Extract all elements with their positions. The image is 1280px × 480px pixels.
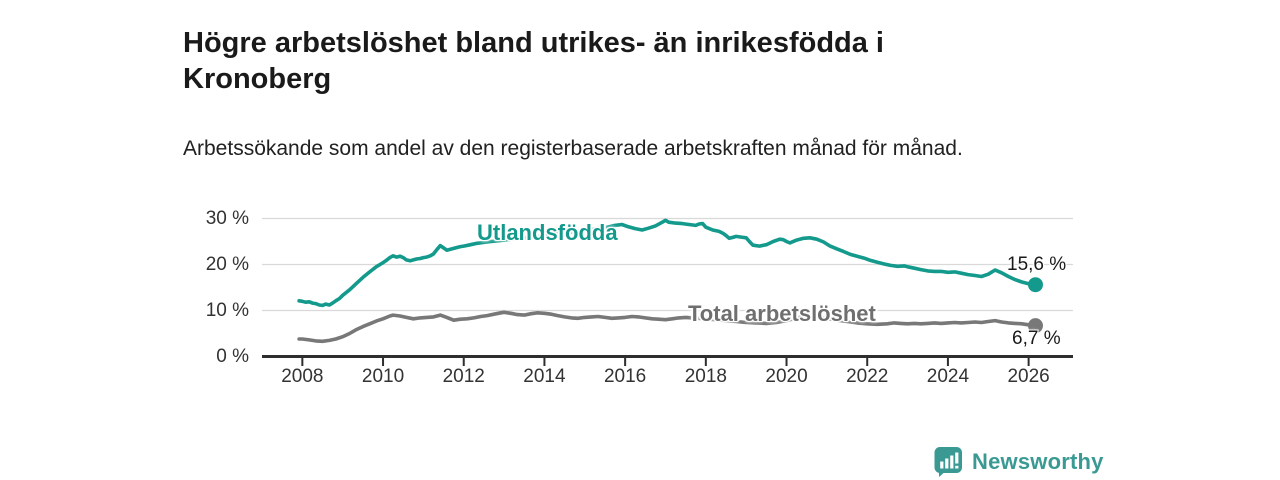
newsworthy-icon — [934, 447, 962, 477]
brand-name: Newsworthy — [972, 448, 1104, 474]
page-title: Högre arbetslöshet bland utrikes- än inr… — [183, 27, 884, 96]
x-tick-label: 2016 — [603, 366, 647, 387]
end-value-label-total-arbetsloshet: 6,7 % — [1012, 328, 1061, 349]
y-tick-label: 20 % — [205, 253, 249, 275]
series-end-dot-utlandsfodda — [1027, 277, 1043, 293]
x-tick-label: 2010 — [361, 366, 405, 387]
series-line-total-arbetsloshet — [297, 310, 1038, 344]
newsworthy-logo: Newsworthy — [934, 446, 1104, 477]
end-value-label-utlandsfodda: 15,6 % — [1007, 254, 1067, 275]
series-line-utlandsfodda — [297, 218, 1038, 308]
series-end-dot-total-arbetsloshet — [1027, 318, 1043, 334]
series-label-total-arbetsloshet: Total arbetslöshet — [688, 301, 876, 326]
x-tick-label: 2024 — [926, 366, 970, 387]
x-tick-label: 2012 — [442, 366, 485, 387]
x-tick-label: 2014 — [523, 366, 566, 387]
y-tick-label: 30 % — [205, 207, 249, 229]
x-tick-label: 2022 — [846, 366, 889, 387]
x-tick-label: 2018 — [684, 366, 727, 387]
x-tick-label: 2026 — [1007, 366, 1050, 387]
y-tick-label: 10 % — [205, 299, 249, 321]
page-subtitle: Arbetssökande som andel av den registerb… — [183, 137, 963, 160]
series-label-utlandsfodda: Utlandsfödda — [477, 220, 618, 245]
x-tick-label: 2020 — [765, 366, 808, 387]
y-tick-label: 0 % — [216, 345, 249, 367]
x-tick-label: 2008 — [281, 366, 324, 387]
